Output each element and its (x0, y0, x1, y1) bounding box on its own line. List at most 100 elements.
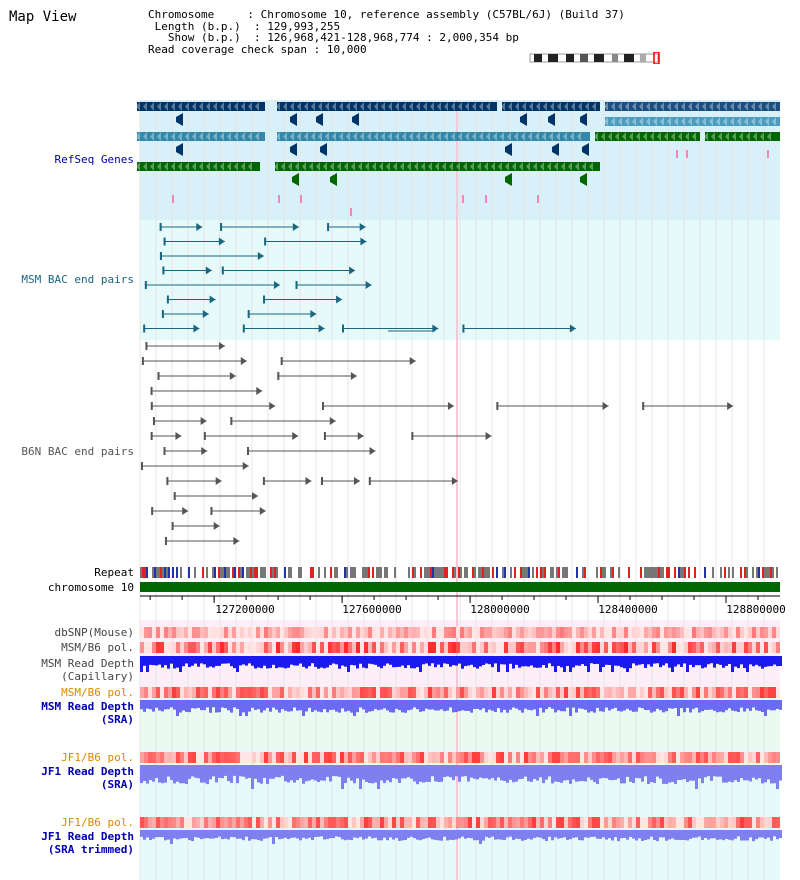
msm-bac-label[interactable]: MSM BAC end pairs (21, 273, 134, 286)
depth-bar (302, 656, 305, 667)
depth-bar (416, 830, 419, 840)
repeat-element (544, 567, 546, 578)
pol-cell (456, 642, 460, 653)
jf1-depth-trim-label[interactable]: JF1 Read Depth (41, 830, 134, 843)
repeat-element (442, 567, 444, 578)
strand-arrow (437, 132, 441, 141)
depth-bar (740, 700, 743, 708)
pol-cell (524, 642, 528, 653)
depth-bar (458, 830, 461, 839)
pol-cell (260, 817, 264, 828)
pol-cell (716, 642, 720, 653)
depth-bar (770, 830, 773, 841)
pol-cell (772, 817, 776, 828)
msm-depth-sra-label[interactable]: MSM Read Depth (41, 700, 134, 713)
pol-cell (148, 642, 152, 653)
bac-end (196, 223, 203, 231)
jf1-b6-pol-label[interactable]: JF1/B6 pol. (61, 751, 134, 764)
depth-bar (341, 656, 344, 666)
depth-bar (374, 656, 377, 665)
depth-bar (254, 765, 257, 779)
depth-bar (749, 700, 752, 711)
pol-cell (196, 627, 200, 638)
pol-cell (172, 627, 176, 638)
depth-bar (674, 765, 677, 784)
depth-bar (308, 830, 311, 838)
pol-cell (412, 687, 416, 698)
depth-bar (368, 656, 371, 664)
pol-cell (604, 627, 608, 638)
repeat-element (526, 567, 528, 578)
depth-bar (767, 830, 770, 838)
msm-b6-pol-sra-label[interactable]: MSM/B6 pol. (61, 686, 134, 699)
depth-bar (200, 830, 203, 840)
msm-depth-capillary-label[interactable]: MSM Read Depth (41, 657, 134, 670)
depth-bar (251, 765, 254, 789)
repeat-element (766, 567, 768, 578)
depth-bar (263, 765, 266, 778)
depth-bar (704, 700, 707, 710)
dbsnp-label[interactable]: dbSNP(Mouse) (54, 626, 134, 639)
depth-bar (353, 656, 356, 666)
pol-cell (412, 642, 416, 653)
depth-bar (698, 656, 701, 666)
repeat-element (650, 567, 652, 578)
jf1-depth-sra-label[interactable]: JF1 Read Depth (41, 765, 134, 778)
pol-cell (244, 817, 248, 828)
depth-bar (737, 765, 740, 782)
b6n-bac-label[interactable]: B6N BAC end pairs (21, 445, 134, 458)
bac-end (360, 237, 367, 246)
gene-block (595, 132, 700, 141)
depth-bar (659, 830, 662, 838)
strand-arrow (484, 162, 488, 171)
repeat-element (762, 567, 764, 578)
pol-cell (488, 817, 492, 828)
depth-bar (197, 700, 200, 708)
depth-bar (248, 656, 251, 664)
jf1-depth-sra-sub: (SRA) (100, 778, 134, 791)
pol-cell (680, 687, 684, 698)
depth-bar (272, 656, 275, 665)
depth-bar (713, 700, 716, 711)
depth-bar (557, 700, 560, 711)
pol-cell (144, 642, 148, 653)
repeat-element (156, 567, 158, 578)
pol-cell (420, 627, 424, 638)
jf1-b6-pol-trim-label[interactable]: JF1/B6 pol. (61, 816, 134, 829)
pol-cell (732, 817, 736, 828)
pol-cell (416, 752, 420, 763)
strand-arrow (514, 132, 518, 141)
repeat-label: Repeat (94, 566, 134, 579)
pol-cell (432, 627, 436, 638)
pol-cell (548, 642, 552, 653)
depth-bar (266, 700, 269, 708)
depth-bar (650, 700, 653, 713)
depth-bar (386, 765, 389, 781)
chromosome-ideogram[interactable] (528, 52, 662, 64)
depth-bar (221, 700, 224, 708)
depth-bar (308, 700, 311, 708)
pol-cell (364, 687, 368, 698)
depth-bar (644, 656, 647, 668)
pol-cell (376, 752, 380, 763)
msm-b6-pol-label[interactable]: MSM/B6 pol. (61, 641, 134, 654)
depth-bar (521, 700, 524, 713)
pol-cell (380, 642, 384, 653)
strand-arrow (255, 102, 259, 111)
depth-bar (251, 656, 254, 666)
pol-cell (284, 627, 288, 638)
refseq-genes-label[interactable]: RefSeq Genes (54, 153, 134, 166)
depth-bar (539, 830, 542, 838)
strand-arrow (295, 162, 299, 171)
depth-bar (590, 830, 593, 837)
repeat-element (270, 567, 272, 578)
pol-cell (680, 752, 684, 763)
depth-bar (527, 656, 530, 667)
pol-cell (312, 752, 316, 763)
pol-cell (400, 687, 404, 698)
bac-end (215, 477, 222, 485)
pol-cell (544, 817, 548, 828)
pol-cell (148, 752, 152, 763)
depth-bar (320, 765, 323, 781)
